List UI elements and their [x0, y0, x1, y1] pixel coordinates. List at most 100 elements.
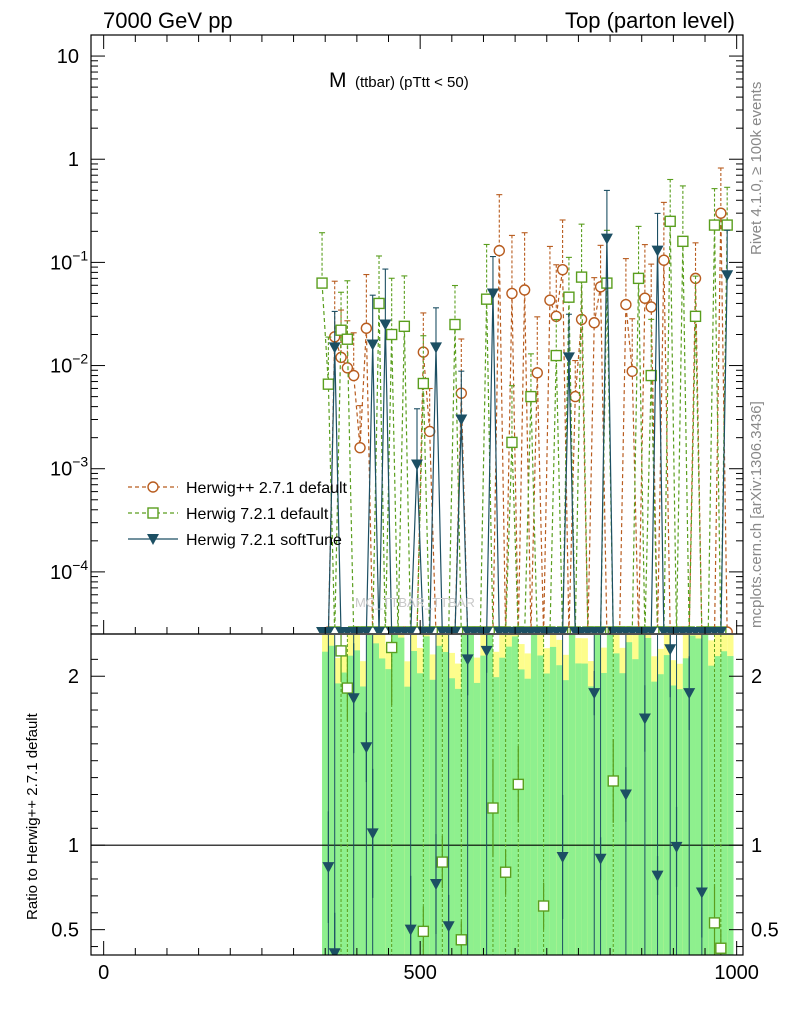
data-point [335, 324, 347, 336]
ratio-plot-area [91, 635, 743, 955]
data-point [518, 284, 531, 296]
analysis-watermark: MC_TTBAR_TTBAR [355, 595, 475, 610]
ratio-band-green [537, 655, 544, 955]
data-point [506, 287, 518, 300]
data-point [677, 235, 689, 248]
ratio-data-point [683, 688, 696, 700]
series-line [327, 213, 728, 633]
header-right-label: Top (parton level) [565, 8, 735, 33]
data-point [347, 369, 360, 382]
ratio-data-point [588, 688, 601, 700]
ratio-data-point [360, 742, 373, 754]
data-point [385, 328, 398, 341]
data-point [486, 288, 499, 300]
ratio-data-point [715, 942, 727, 954]
ratio-y-tick-label-left: 1 [68, 835, 79, 857]
data-point [328, 342, 341, 354]
data-point [341, 333, 354, 345]
ratio-band-green [448, 678, 455, 955]
ratio-band-green [657, 674, 664, 955]
ratio-data-point [347, 693, 360, 705]
ratio-data-point [417, 925, 430, 938]
y-tick-label: 10−4 [50, 557, 88, 584]
legend-label: Herwig 7.2.1 softTune [186, 532, 342, 549]
ratio-band-green [486, 635, 493, 955]
ratio-axes: 2 2 1 1 0.5 0.5 0 500 1000 [51, 658, 779, 984]
legend-circle-marker-icon [147, 481, 159, 493]
ratio-band-green [347, 655, 354, 955]
data-point [449, 318, 461, 331]
data-point-clipped [373, 627, 386, 633]
data-point [632, 272, 645, 285]
data-point-clipped [645, 627, 658, 633]
ratio-band-green [695, 638, 702, 955]
data-point [417, 377, 430, 390]
ratio-data-point [455, 934, 468, 946]
ratio-band-green [334, 683, 342, 955]
ratio-band-green [511, 636, 519, 955]
ratio-data-point [594, 853, 607, 865]
main-plot-area [316, 167, 734, 633]
ratio-band-green [543, 673, 550, 955]
ratio-band-green [619, 673, 626, 955]
ratio-y-tick-label-right: 1 [751, 835, 762, 857]
data-point-clipped [423, 627, 436, 633]
data-point [645, 301, 657, 313]
data-point [373, 297, 385, 310]
ratio-data-point [638, 713, 651, 725]
legend-label: Herwig++ 2.7.1 default [186, 480, 348, 497]
data-point [455, 414, 468, 426]
ratio-band-green [410, 651, 417, 955]
y-tick-base: 10 [50, 356, 72, 378]
data-point [544, 294, 556, 306]
data-point [429, 342, 442, 354]
y-tick-label: 1 [68, 149, 79, 171]
ratio-band-green [549, 646, 557, 955]
ratio-band-green [480, 655, 487, 955]
data-point [562, 352, 575, 364]
data-point [721, 270, 734, 282]
data-point [569, 390, 581, 403]
ratio-data-point [695, 887, 708, 899]
data-point [601, 277, 613, 289]
ratio-data-point [619, 789, 632, 801]
data-point [563, 291, 575, 303]
rivet-version-label: Rivet 4.1.0, ≥ 100k events [748, 82, 765, 255]
ratio-data-point [512, 778, 524, 791]
ratio-data-point [429, 879, 442, 891]
ratio-data-point [556, 852, 569, 864]
data-point [316, 277, 328, 289]
plot-title: M (ttbar) (pTtt < 50) [329, 69, 469, 92]
data-point [556, 263, 569, 276]
ratio-band-green [625, 642, 633, 955]
ratio-data-point [499, 866, 512, 878]
data-point [379, 319, 392, 331]
data-point [322, 378, 335, 390]
legend: Herwig++ 2.7.1 default Herwig 7.2.1 defa… [128, 480, 348, 549]
ratio-y-tick-label-right: 2 [751, 666, 762, 688]
ratio-band-green [467, 635, 474, 955]
data-point [721, 219, 733, 231]
legend-label: Herwig 7.2.1 default [186, 506, 329, 523]
x-tick-label: 500 [403, 962, 436, 984]
ratio-band-green [499, 657, 506, 955]
ratio-series-1 [322, 635, 708, 955]
ratio-band-green [423, 636, 430, 955]
data-point [658, 254, 670, 266]
ratio-band-green [676, 689, 683, 955]
ratio-band-green [581, 663, 588, 955]
series-line [327, 238, 728, 633]
ratio-band-green [404, 686, 411, 955]
ratio-data-point [328, 948, 341, 955]
ratio-data-point [436, 856, 449, 868]
ratio-band-green [530, 635, 538, 955]
ratio-band-green [714, 656, 721, 955]
data-point [715, 207, 727, 219]
mcplots-label: mcplots.cern.ch [arXiv:1306.3436] [748, 401, 765, 628]
data-point [651, 245, 664, 257]
y-tick-exponent: −3 [72, 454, 88, 470]
ratio-band-green [720, 651, 728, 955]
y-tick-base: 10 [50, 459, 72, 481]
y-tick-exponent: −2 [72, 351, 88, 367]
